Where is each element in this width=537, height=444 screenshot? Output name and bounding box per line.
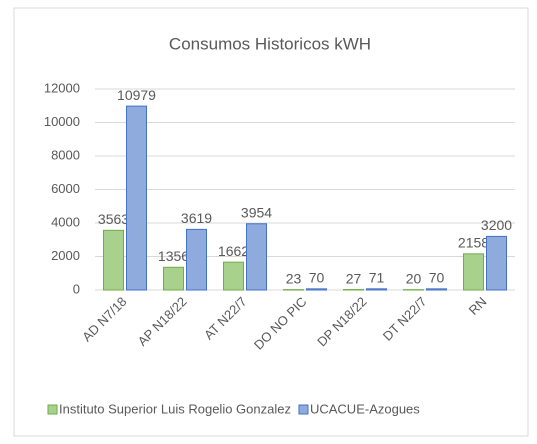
bar [486, 235, 507, 291]
legend-label: Instituto Superior Luis Rogelio Gonzalez [59, 401, 291, 416]
y-tick-label: 6000 [51, 181, 80, 196]
legend-swatch [298, 404, 309, 415]
legend-swatch [47, 404, 58, 415]
data-label: 3954 [241, 204, 272, 220]
bar [366, 288, 387, 291]
bar [186, 228, 207, 291]
data-label: 3200 [481, 217, 512, 233]
y-tick-label: 4000 [51, 214, 80, 229]
bar [306, 288, 327, 291]
bar [163, 266, 184, 291]
y-tick-label: 12000 [44, 80, 80, 95]
y-tick-label: 8000 [51, 147, 80, 162]
bar [223, 261, 244, 291]
data-label: 1662 [218, 243, 249, 259]
data-label: 23 [286, 270, 302, 286]
y-tick-label: 2000 [51, 248, 80, 263]
data-label: 1356 [158, 248, 189, 264]
data-label: 70 [309, 270, 325, 286]
bar [463, 253, 484, 291]
chart-border [13, 7, 529, 437]
bar [103, 229, 124, 291]
data-label: 20 [406, 270, 422, 286]
data-label: 2158 [458, 235, 489, 251]
bar [126, 105, 147, 291]
y-tick-label: 10000 [44, 114, 80, 129]
data-label: 71 [369, 270, 385, 286]
legend-label: UCACUE-Azogues [310, 401, 420, 416]
chart-title: Consumos Historicos kWH [169, 34, 371, 53]
data-label: 10979 [117, 87, 156, 103]
data-label: 27 [346, 270, 362, 286]
data-label: 3619 [181, 210, 212, 226]
y-tick-label: 0 [73, 281, 80, 296]
bar [246, 223, 267, 291]
data-label: 70 [429, 270, 445, 286]
data-label: 3563 [98, 211, 129, 227]
bar [426, 288, 447, 291]
